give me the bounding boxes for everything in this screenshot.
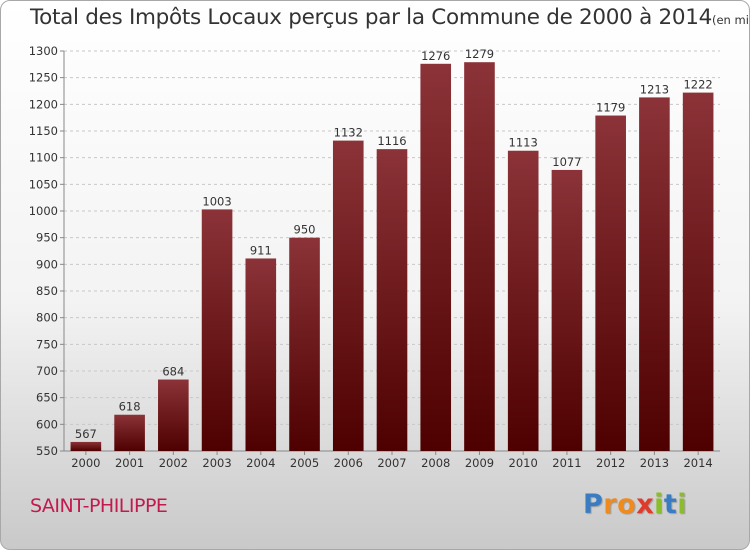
y-tick-label: 1250	[29, 71, 58, 85]
bar-2014	[682, 92, 714, 451]
x-tick-label: 2003	[202, 456, 231, 470]
y-tick-label: 1150	[29, 124, 58, 138]
data-label: 1113	[509, 136, 538, 150]
data-label: 1077	[552, 155, 581, 169]
bar-2004	[245, 258, 277, 451]
x-tick-label: 2005	[290, 456, 319, 470]
x-tick-label: 2012	[596, 456, 625, 470]
logo-letter: r	[603, 489, 618, 520]
y-tick-label: 950	[36, 231, 58, 245]
x-tick-label: 2014	[683, 456, 712, 470]
data-label: 1276	[421, 49, 450, 63]
y-tick-label: 750	[36, 337, 58, 351]
bar-2009	[464, 62, 495, 451]
data-label: 684	[162, 365, 184, 379]
bar-2008	[420, 63, 452, 452]
bar-2013	[639, 97, 670, 452]
bar-2006	[332, 140, 364, 451]
y-tick-label: 1000	[29, 204, 58, 218]
logo-letter: P	[583, 489, 604, 520]
x-tick-label: 2013	[640, 456, 669, 470]
data-label: 950	[294, 223, 316, 237]
bar-2001	[114, 414, 145, 451]
data-label: 618	[119, 400, 141, 414]
logo-letter: x	[636, 489, 655, 520]
y-tick-label: 550	[36, 444, 58, 458]
x-tick-label: 2008	[421, 456, 450, 470]
x-tick-label: 2000	[71, 456, 100, 470]
y-tick-label: 850	[36, 284, 58, 298]
commune-name: SAINT-PHILIPPE	[30, 495, 168, 517]
proxiti-logo: Proxiti	[583, 489, 687, 520]
bar-2005	[289, 237, 320, 451]
data-label: 1132	[334, 126, 363, 140]
logo-letter: i	[677, 489, 688, 520]
data-label: 567	[75, 427, 97, 441]
x-tick-label: 2010	[509, 456, 538, 470]
bar-2010	[507, 150, 539, 451]
data-label: 911	[250, 243, 272, 257]
data-label: 1116	[377, 134, 406, 148]
bar-2000	[70, 441, 102, 451]
logo-letter: t	[663, 489, 678, 520]
bar-2002	[158, 379, 189, 451]
data-label: 1213	[640, 82, 669, 96]
y-tick-label: 700	[36, 364, 58, 378]
x-tick-label: 2009	[465, 456, 494, 470]
bar-2003	[201, 209, 233, 451]
x-tick-label: 2006	[334, 456, 363, 470]
y-tick-label: 900	[36, 257, 58, 271]
logo-letter: i	[654, 489, 664, 520]
x-tick-label: 2002	[159, 456, 188, 470]
x-tick-label: 2007	[377, 456, 406, 470]
chart-unit-label: (en milliers d'€)	[712, 13, 749, 27]
y-tick-label: 1300	[29, 44, 58, 58]
data-label: 1179	[596, 101, 625, 115]
y-tick-label: 650	[36, 391, 58, 405]
data-label: 1279	[465, 47, 494, 61]
bar-2012	[595, 115, 626, 452]
y-tick-label: 600	[36, 417, 58, 431]
bar-2007	[376, 149, 408, 451]
bar-2011	[551, 169, 583, 451]
chart-title-text: Total des Impôts Locaux perçus par la Co…	[30, 5, 712, 30]
y-tick-label: 1200	[29, 97, 58, 111]
logo-letter: o	[617, 489, 637, 520]
data-label: 1222	[683, 78, 712, 92]
y-tick-label: 800	[36, 311, 58, 325]
y-tick-label: 1050	[29, 177, 58, 191]
data-label: 1003	[202, 194, 231, 208]
x-tick-label: 2011	[552, 456, 581, 470]
y-tick-label: 1100	[29, 151, 58, 165]
x-tick-label: 2004	[246, 456, 275, 470]
chart-title: Total des Impôts Locaux perçus par la Co…	[30, 5, 749, 30]
x-tick-label: 2001	[115, 456, 144, 470]
